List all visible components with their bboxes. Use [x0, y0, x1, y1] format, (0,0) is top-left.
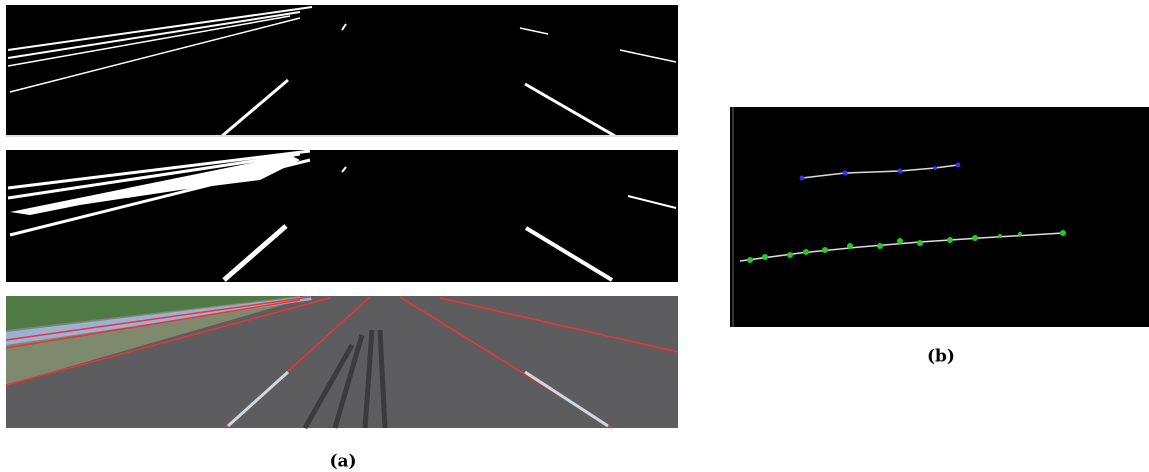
lane-edges [7, 6, 677, 138]
lane-edges [7, 149, 677, 282]
image-border [6, 135, 678, 137]
verge [6, 296, 300, 385]
panel-label: (b) [927, 347, 955, 367]
image-background [6, 5, 678, 137]
image-background [730, 107, 1149, 327]
lane-markings [226, 370, 609, 428]
panel-label: (a) [329, 452, 356, 472]
points-blue [799, 162, 961, 181]
lane-fit-image [730, 107, 1149, 327]
binary-image-2 [6, 149, 678, 282]
image-background [6, 150, 678, 282]
road-photo [5, 296, 679, 430]
points-green [747, 230, 1066, 263]
binary-image-1 [6, 5, 678, 138]
tire-marks [302, 329, 388, 430]
